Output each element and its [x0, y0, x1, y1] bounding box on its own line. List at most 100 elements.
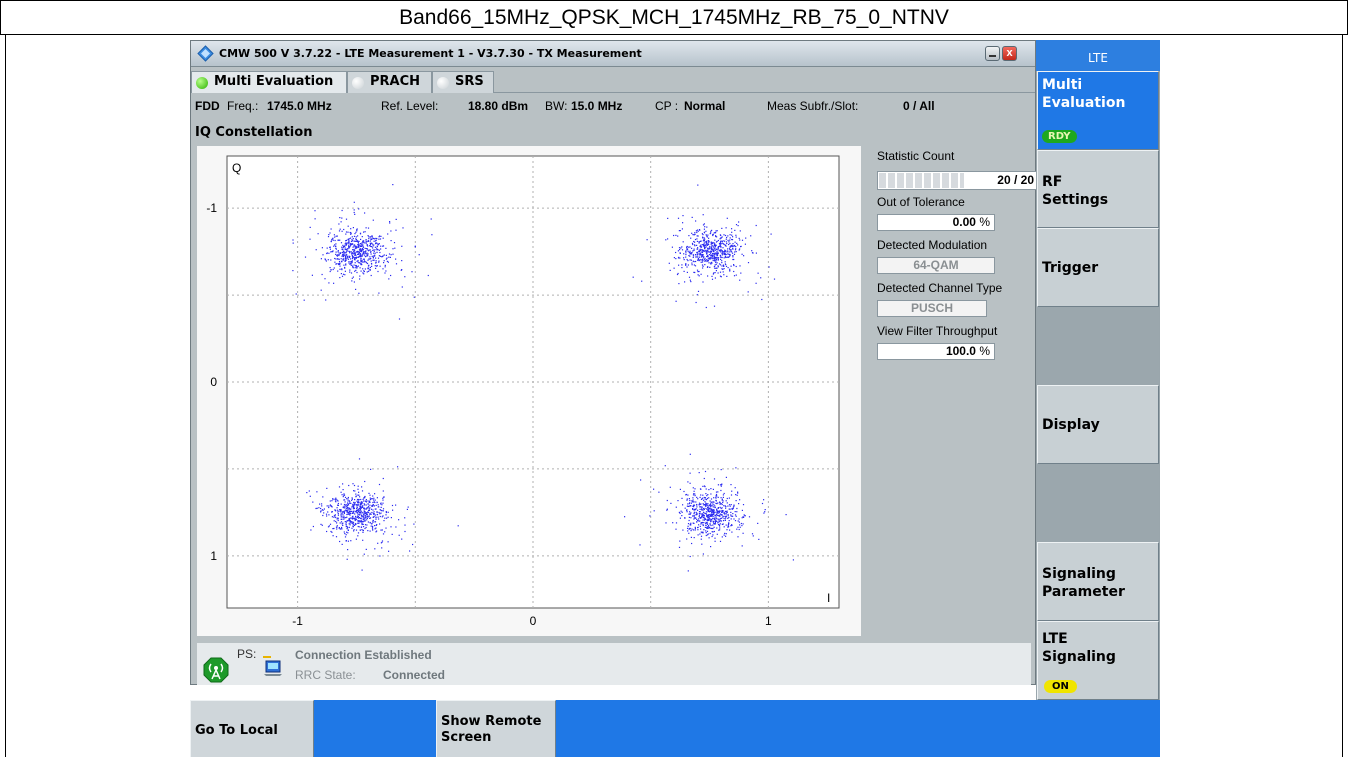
close-button[interactable]: x	[1002, 46, 1017, 61]
constellation-point	[697, 290, 700, 292]
multi-evaluation-softkey[interactable]: Multi Evaluation RDY	[1037, 71, 1159, 150]
tab-multi-evaluation[interactable]: Multi Evaluation	[191, 71, 347, 93]
trigger-softkey[interactable]: Trigger	[1037, 228, 1159, 307]
constellation-point	[406, 508, 408, 510]
constellation-point	[673, 234, 675, 237]
constellation-point	[720, 276, 722, 278]
display-softkey[interactable]: Display	[1037, 385, 1159, 464]
constellation-point	[375, 237, 377, 239]
constellation-point	[341, 526, 343, 529]
constellation-point	[679, 540, 681, 542]
constellation-point	[356, 246, 358, 248]
constellation-point	[721, 227, 723, 229]
constellation-point	[689, 472, 691, 474]
constellation-point	[374, 255, 376, 257]
constellation-point	[703, 246, 705, 248]
constellation-point	[349, 252, 351, 254]
constellation-point	[640, 479, 642, 481]
constellation-point	[353, 530, 355, 532]
window-titlebar[interactable]: CMW 500 V 3.7.22 - LTE Measurement 1 - V…	[191, 41, 1035, 67]
constellation-point	[325, 260, 327, 262]
signaling-parameter-softkey[interactable]: Signaling Parameter	[1037, 542, 1159, 621]
rf-settings-softkey[interactable]: RF Settings	[1037, 150, 1159, 228]
constellation-point	[418, 254, 420, 256]
constellation-point	[700, 517, 702, 519]
tab-srs[interactable]: SRS	[432, 71, 494, 93]
constellation-point	[329, 246, 331, 248]
tab-prach[interactable]: PRACH	[347, 71, 432, 93]
constellation-point	[716, 509, 718, 511]
constellation-point	[385, 511, 387, 514]
constellation-point	[373, 515, 375, 518]
show-remote-screen-button[interactable]: Show Remote Screen	[436, 700, 556, 757]
constellation-point	[699, 525, 701, 527]
constellation-point	[731, 234, 733, 236]
constellation-point	[374, 252, 376, 254]
constellation-point	[360, 249, 362, 251]
constellation-point	[719, 241, 721, 243]
constellation-point	[727, 517, 729, 519]
constellation-point	[392, 184, 394, 186]
constellation-point	[725, 516, 727, 518]
constellation-point	[365, 501, 367, 503]
constellation-point	[371, 238, 373, 240]
constellation-point	[349, 246, 351, 248]
constellation-point	[702, 224, 705, 226]
constellation-point	[326, 252, 328, 255]
constellation-point	[352, 515, 354, 517]
constellation-point	[716, 267, 718, 269]
constellation-point	[702, 515, 704, 517]
go-to-local-button[interactable]: Go To Local	[190, 700, 314, 757]
constellation-point	[352, 483, 354, 485]
constellation-point	[706, 244, 708, 246]
constellation-point	[366, 254, 369, 256]
constellation-point	[696, 512, 698, 514]
constellation-point	[706, 508, 708, 510]
minimize-button[interactable]	[985, 46, 1000, 61]
constellation-point	[710, 243, 712, 245]
constellation-point	[360, 504, 362, 506]
constellation-point	[351, 518, 353, 520]
constellation-point	[375, 508, 377, 510]
constellation-point	[341, 230, 343, 232]
constellation-point	[353, 484, 356, 487]
constellation-point	[367, 503, 369, 505]
constellation-point	[724, 505, 726, 507]
constellation-point	[697, 248, 699, 250]
constellation-point	[711, 508, 713, 510]
constellation-point	[369, 258, 371, 260]
constellation-point	[700, 273, 702, 275]
constellation-point	[707, 240, 709, 242]
constellation-point	[693, 249, 695, 251]
constellation-point	[717, 253, 719, 255]
constellation-point	[658, 491, 660, 493]
constellation-point	[336, 507, 338, 509]
constellation-point	[339, 239, 341, 241]
constellation-point	[369, 494, 371, 496]
constellation-point	[693, 248, 695, 250]
constellation-point	[365, 248, 368, 250]
constellation-point	[337, 517, 339, 519]
lte-signaling-softkey[interactable]: LTE Signaling ON	[1037, 621, 1159, 700]
constellation-point	[354, 240, 356, 242]
constellation-point	[322, 254, 324, 256]
constellation-point	[358, 252, 361, 254]
constellation-point	[348, 519, 350, 521]
constellation-point	[348, 508, 350, 510]
constellation-point	[338, 258, 340, 260]
constellation-point	[709, 266, 711, 268]
constellation-point	[342, 244, 344, 246]
constellation-point	[384, 272, 386, 274]
constellation-point	[729, 529, 731, 531]
constellation-point	[326, 252, 328, 254]
constellation-point	[727, 251, 729, 253]
constellation-point	[727, 235, 729, 237]
constellation-point	[698, 512, 700, 515]
softkey-label: LTE Signaling	[1042, 631, 1116, 665]
constellation-point	[337, 519, 339, 522]
constellation-point	[353, 245, 355, 247]
constellation-point	[710, 263, 712, 265]
constellation-point	[735, 224, 738, 226]
constellation-point	[339, 540, 341, 543]
constellation-point	[379, 265, 381, 267]
